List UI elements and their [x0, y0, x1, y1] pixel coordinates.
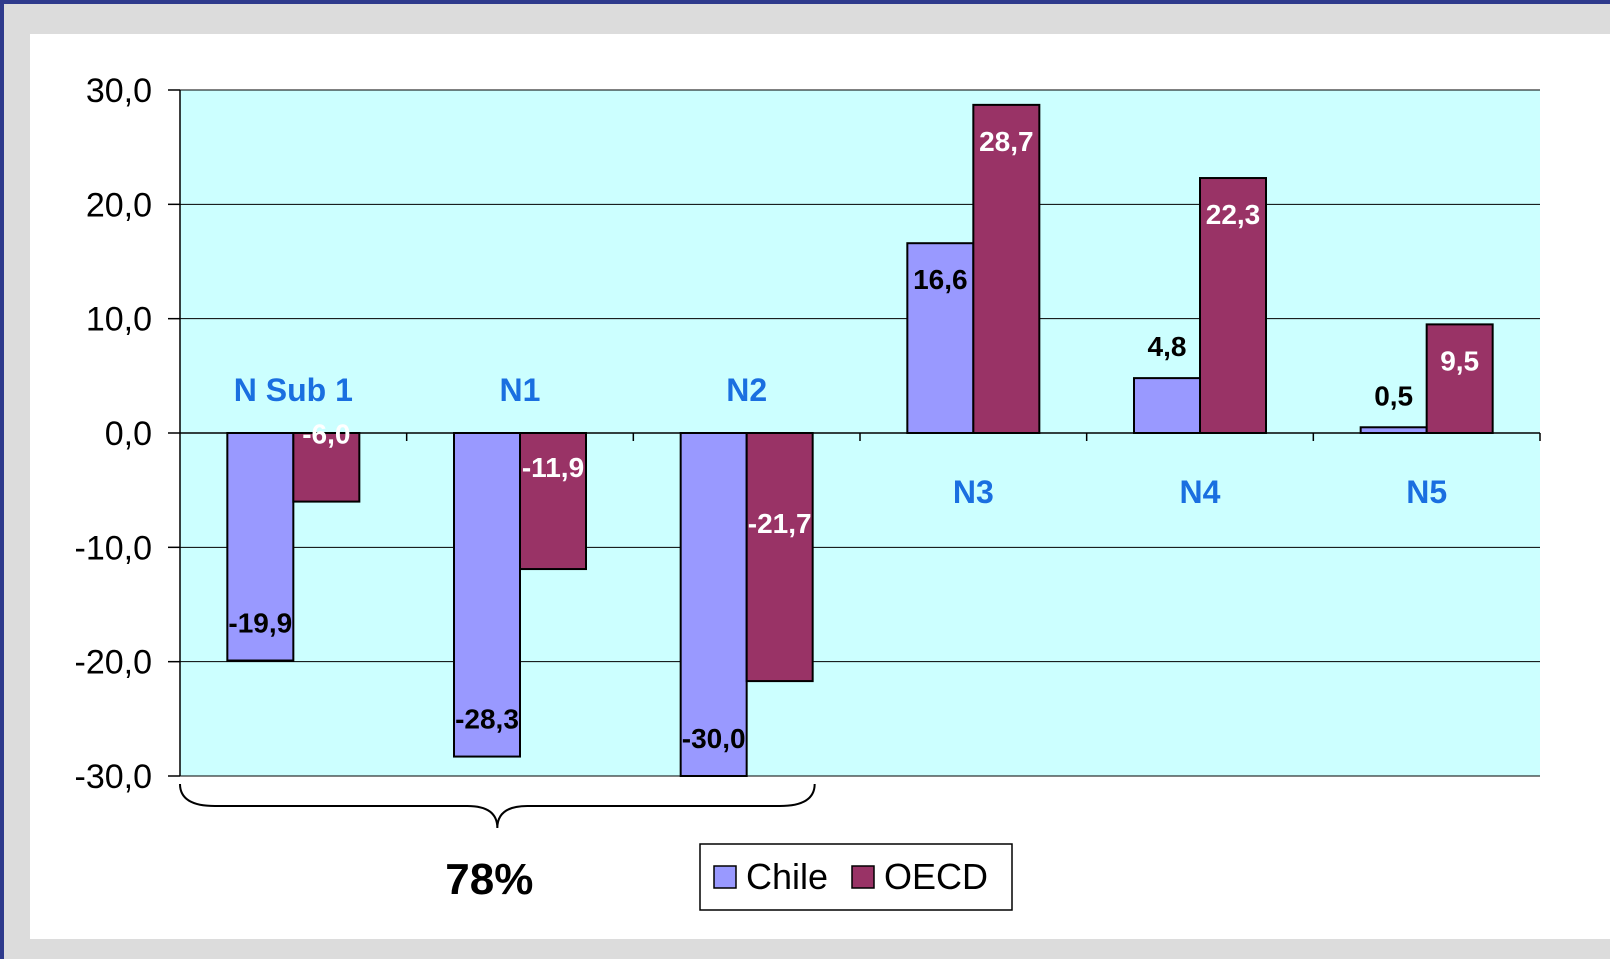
- y-tick-label: -20,0: [75, 644, 153, 682]
- category-label-n5: N5: [1406, 474, 1447, 510]
- data-label-oecd-n4: 22,3: [1206, 199, 1261, 230]
- bar-chile-n1: [453, 432, 521, 758]
- grid-lines: [180, 89, 1540, 777]
- data-label-oecd-n1: -11,9: [522, 452, 584, 483]
- data-label-chile-n2: -30,0: [682, 723, 746, 754]
- data-label-chile-n5: 0,5: [1374, 380, 1413, 411]
- brace-shape: [179, 783, 816, 829]
- data-label-oecd-n3: 28,7: [979, 126, 1034, 157]
- legend-label-oecd: OECD: [884, 856, 988, 897]
- category-label-n3: N3: [953, 474, 994, 510]
- legend-label-chile: Chile: [746, 856, 828, 897]
- category-labels: N Sub 1 N1 N2 N3 N4 N5: [234, 372, 1447, 510]
- bar-chile-n-sub-1: [226, 432, 295, 662]
- category-label-n-sub-1: N Sub 1: [234, 372, 353, 408]
- bar-chile-n3: [906, 242, 975, 434]
- legend-swatch-chile: [713, 865, 737, 889]
- bar-chile-n4: [1133, 377, 1201, 434]
- data-label-oecd-n2: -21,7: [748, 508, 812, 539]
- bar-chile-n5: [1359, 426, 1428, 434]
- y-tick-label: 0,0: [105, 415, 152, 453]
- annotation-label: 78%: [445, 855, 533, 904]
- bar-oecd-n5: [1425, 323, 1494, 434]
- data-label-chile-n-sub-1: -19,9: [228, 608, 292, 639]
- data-labels: -19,9 -6,0 -28,3 -11,9 -30,0 -21,7 16,6 28,7 4,8…: [228, 126, 1479, 754]
- data-label-chile-n3: 16,6: [913, 264, 968, 295]
- y-tick-label: -30,0: [75, 758, 153, 796]
- data-label-chile-n1: -28,3: [455, 704, 519, 735]
- annotation-brace: 78%: [179, 783, 816, 904]
- bar-oecd-n1: [519, 432, 587, 571]
- bars: [226, 103, 1494, 777]
- y-tick-label: -10,0: [75, 529, 153, 567]
- data-label-oecd-n5: 9,5: [1440, 345, 1479, 376]
- y-tick-label: 30,0: [86, 72, 152, 110]
- y-tick-label: 10,0: [86, 301, 152, 339]
- y-tick-label: 20,0: [86, 186, 152, 224]
- legend: Chile OECD: [699, 843, 1013, 911]
- bar-oecd-n2: [745, 432, 814, 683]
- legend-swatch-oecd: [851, 865, 875, 889]
- data-label-oecd-n-sub-1: -6,0: [302, 418, 350, 449]
- data-label-chile-n4: 4,8: [1148, 331, 1187, 362]
- category-label-n2: N2: [726, 372, 767, 408]
- category-label-n4: N4: [1180, 474, 1221, 510]
- bar-oecd-n-sub-1: [292, 432, 361, 503]
- bar-oecd-n3: [972, 103, 1041, 434]
- y-axis: 30,0 20,0 10,0 0,0 -10,0 -20,0 -30,0: [75, 72, 1541, 796]
- bar-oecd-n4: [1199, 177, 1267, 434]
- category-label-n1: N1: [500, 372, 541, 408]
